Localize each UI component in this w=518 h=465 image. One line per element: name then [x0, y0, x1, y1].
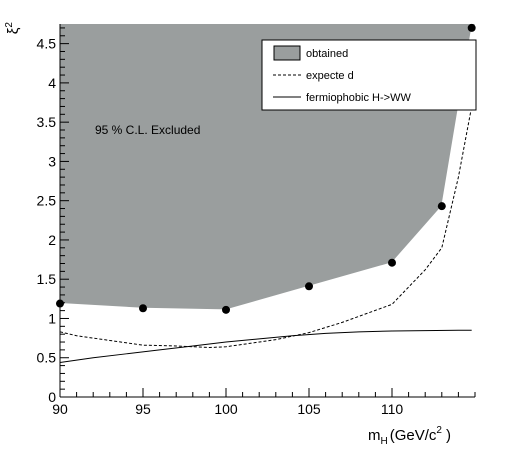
- x-tick-label: 95: [135, 401, 151, 417]
- x-tick-label: 105: [297, 401, 321, 417]
- y-tick-label: 4: [48, 75, 56, 91]
- excluded-annotation: 95 % C.L. Excluded: [95, 123, 200, 137]
- x-tick-label: 100: [214, 401, 238, 417]
- obtained-markers: [56, 23, 476, 314]
- x-axis-title-unit: (GeV/c: [390, 427, 437, 444]
- x-axis-title: mH (GeV/c2): [368, 425, 451, 447]
- legend-label-obtained: obtained: [306, 48, 348, 60]
- y-tick-label: 3.5: [37, 114, 57, 130]
- tick-labels: 90 95 100 105 110 0 0.5 1 1.5 2 2.5 3 3.5 4 4.5: [37, 36, 404, 417]
- y-axis-title: ξ2: [4, 22, 22, 35]
- axes: [59, 24, 476, 398]
- x-axis-title-sub: H: [381, 436, 388, 447]
- fermiophobic-line: [59, 329, 472, 363]
- legend-label-fermiophobic: fermiophobic H->WW: [306, 92, 411, 104]
- y-tick-label: 3: [48, 153, 56, 169]
- y-tick-label: 2: [48, 232, 56, 248]
- y-axis-title-sup: 2: [4, 22, 15, 28]
- expected-line: [59, 106, 473, 349]
- x-axis-title-close: ): [446, 427, 451, 444]
- x-axis-title-sup: 2: [436, 425, 442, 436]
- x-tick-label: 90: [52, 401, 68, 417]
- obtained-point: [222, 305, 230, 314]
- x-axis-title-main: m: [368, 427, 381, 444]
- obtained-point: [139, 304, 147, 313]
- y-tick-label: 0: [48, 389, 56, 405]
- y-tick-label: 4.5: [37, 36, 57, 52]
- y-tick-label: 0.5: [37, 350, 57, 366]
- y-tick-label: 1.5: [37, 271, 57, 287]
- obtained-point: [305, 282, 313, 291]
- y-axis-title-main: ξ: [5, 27, 22, 34]
- y-tick-label: 1: [48, 310, 56, 326]
- obtained-point: [467, 23, 476, 32]
- obtained-point: [388, 258, 396, 267]
- obtained-point: [437, 202, 446, 211]
- legend-label-expected: expecte d: [306, 70, 354, 82]
- y-tick-label: 2.5: [37, 193, 57, 209]
- legend: obtained expecte d fermiophobic H->WW: [261, 39, 477, 111]
- x-tick-label: 110: [381, 401, 404, 417]
- legend-swatch-obtained: [273, 45, 301, 61]
